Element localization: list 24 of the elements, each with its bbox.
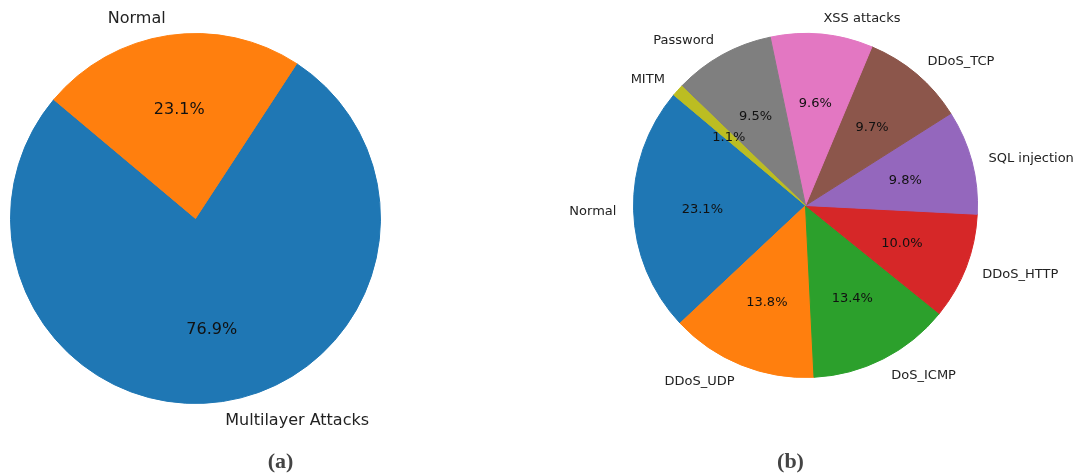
data-label: 9.7% bbox=[855, 119, 889, 135]
slice-label: Normal bbox=[107, 7, 166, 27]
slice-label: Multilayer Attacks bbox=[225, 410, 370, 430]
data-label: 13.4% bbox=[831, 289, 873, 305]
slice-label: DDoS_TCP bbox=[927, 53, 995, 69]
data-label: 10.0% bbox=[881, 234, 923, 250]
data-label: 23.1% bbox=[153, 99, 205, 119]
data-label: 23.1% bbox=[681, 200, 723, 216]
slice-label: DoS_ICMP bbox=[891, 366, 957, 382]
data-label: 1.1% bbox=[712, 128, 746, 144]
slice-label: Password bbox=[653, 32, 714, 48]
text: (a) bbox=[267, 448, 294, 473]
text: (b) bbox=[777, 448, 804, 473]
slice-label: SQL injection bbox=[988, 149, 1074, 165]
data-label: 9.5% bbox=[739, 107, 773, 123]
data-label: 9.6% bbox=[798, 95, 832, 111]
data-label: 9.8% bbox=[888, 171, 922, 187]
slice-label: XSS attacks bbox=[823, 9, 901, 25]
slice-label: MITM bbox=[630, 71, 665, 87]
data-label: 76.9% bbox=[186, 318, 238, 338]
data-label: 13.8% bbox=[746, 293, 788, 309]
slice-label: Normal bbox=[569, 203, 617, 219]
slice-label: DDoS_HTTP bbox=[982, 265, 1059, 281]
slice-label: DDoS_UDP bbox=[664, 373, 735, 389]
